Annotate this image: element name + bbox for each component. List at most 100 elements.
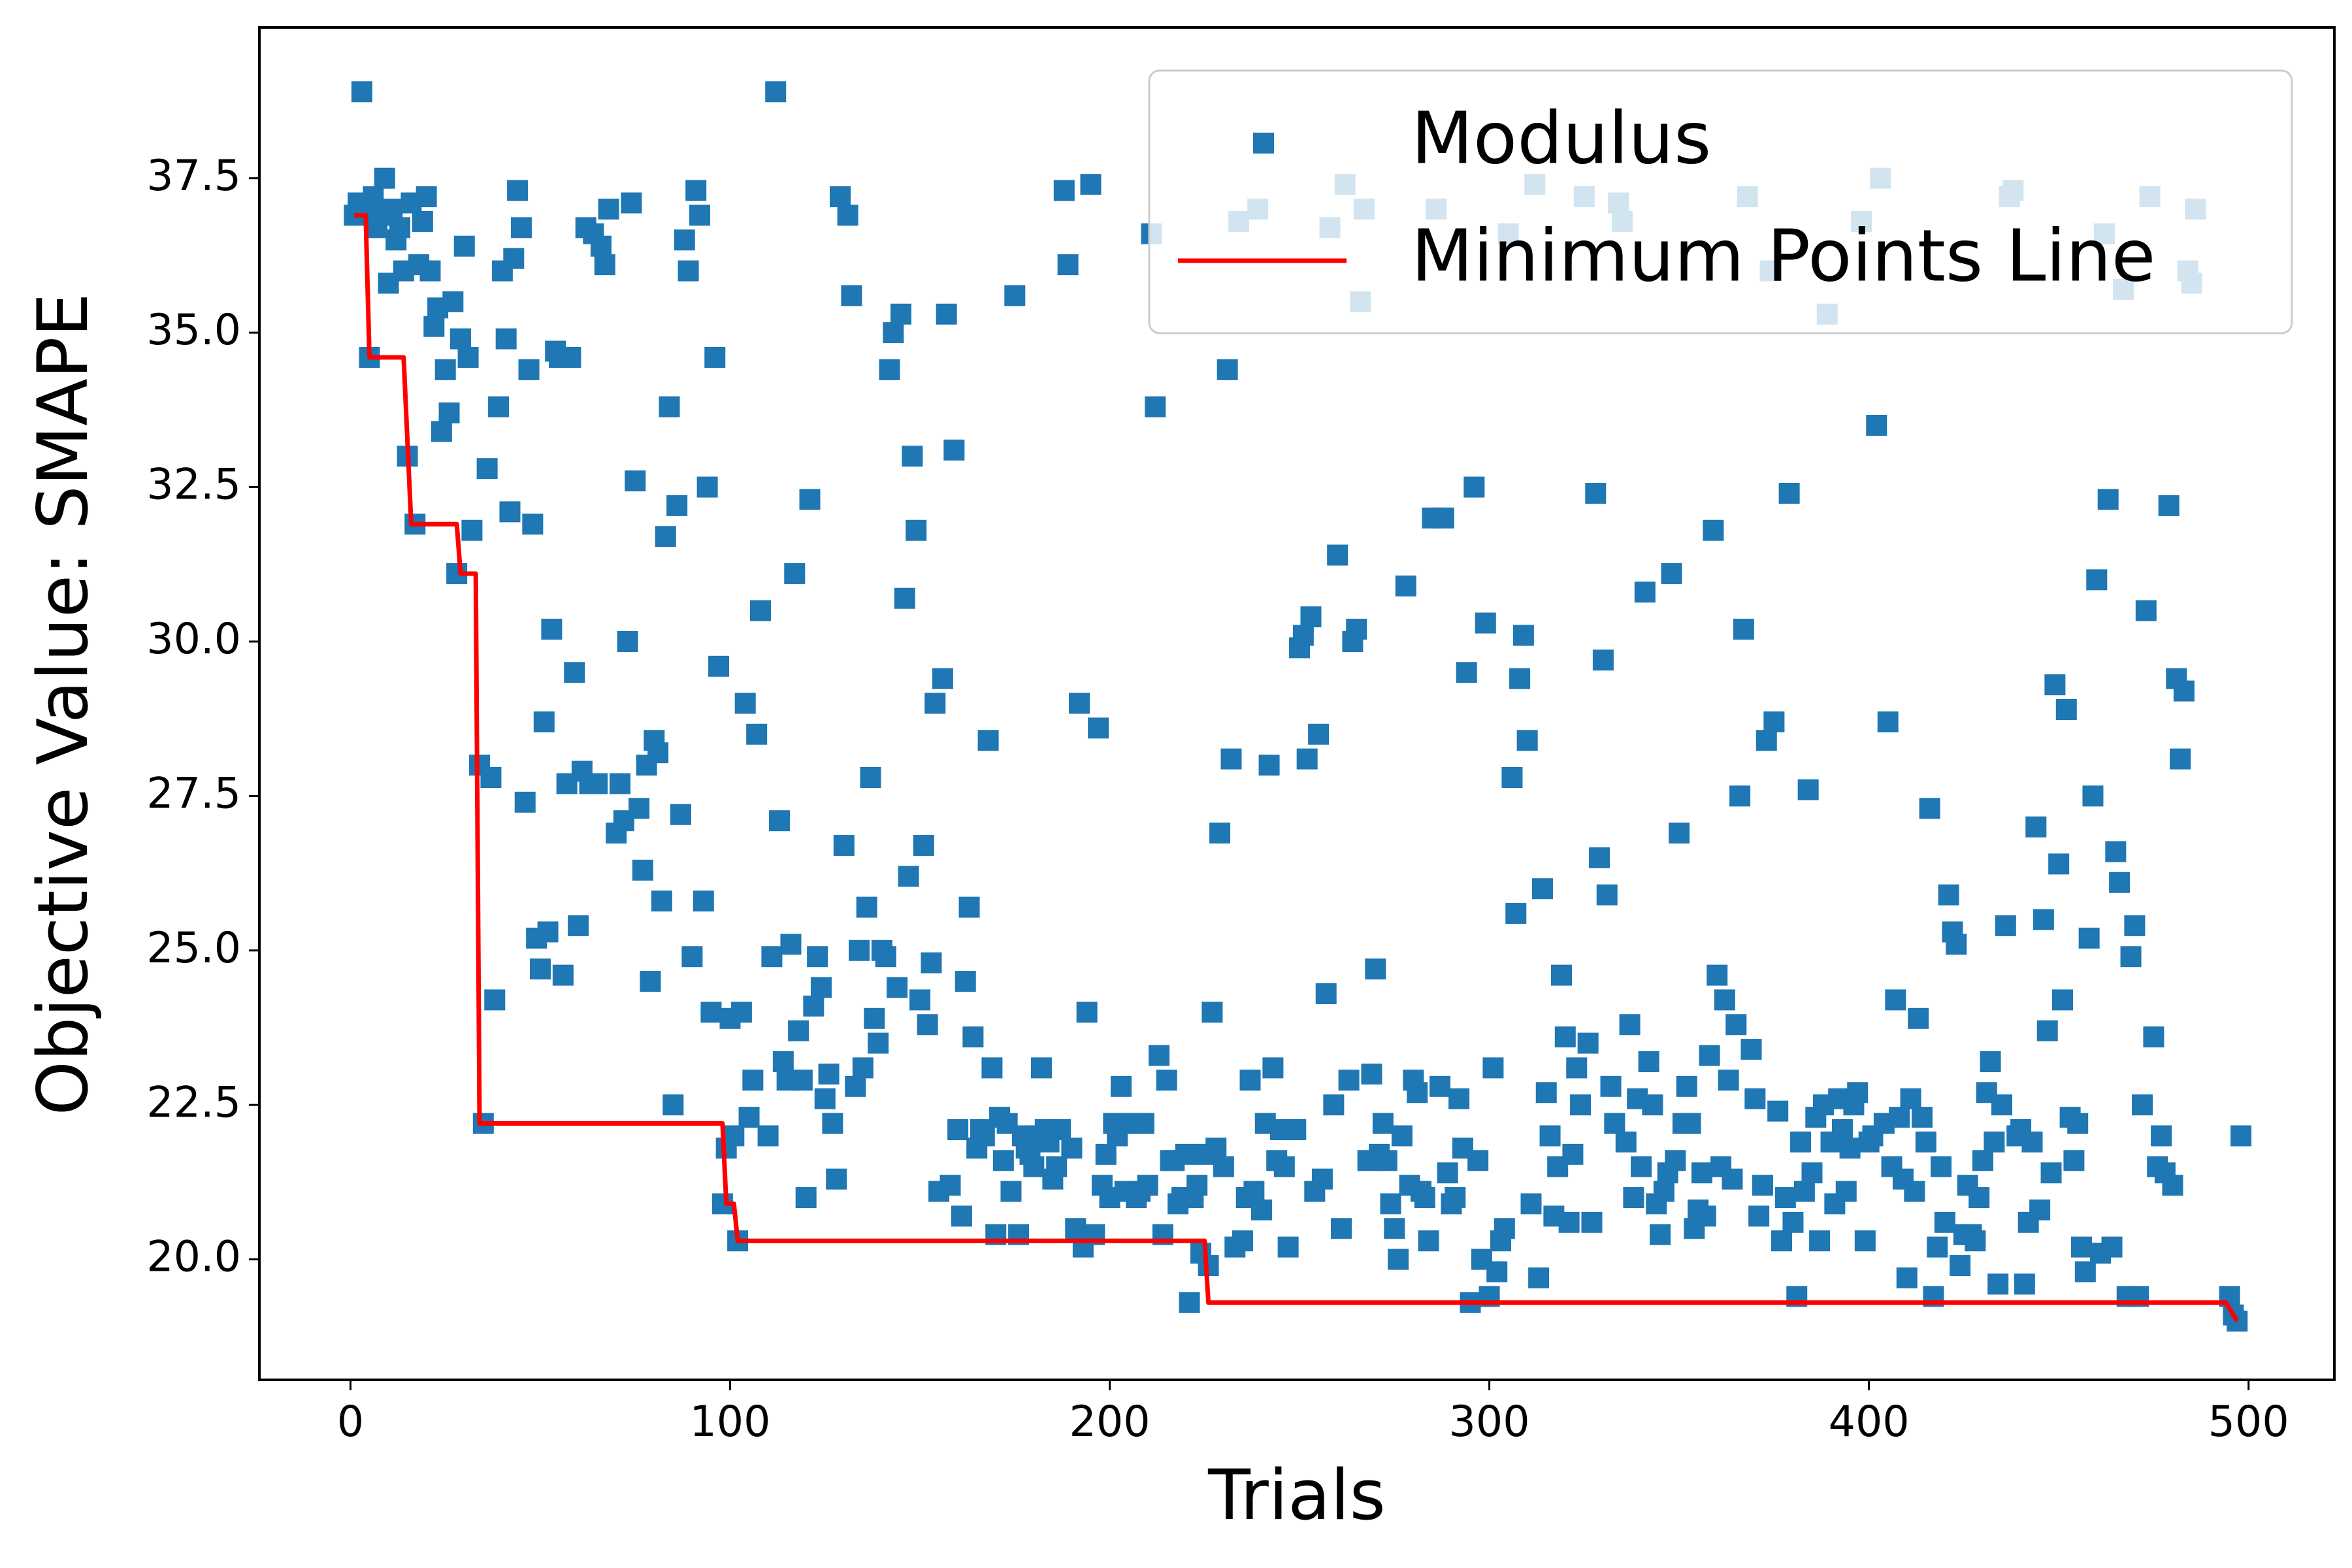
point <box>590 235 612 257</box>
y-tick-label: 32.5 <box>146 461 241 510</box>
point <box>1623 1187 1644 1209</box>
point <box>1634 581 1656 603</box>
point <box>1053 180 1075 201</box>
point <box>1217 359 1238 380</box>
point <box>1030 1057 1052 1079</box>
point <box>1725 1014 1747 1036</box>
point <box>617 630 638 652</box>
point <box>1801 1162 1823 1184</box>
point <box>1095 1143 1117 1165</box>
point <box>723 1125 745 1147</box>
point <box>757 1125 779 1147</box>
point <box>1968 1187 1990 1209</box>
point <box>852 1057 874 1079</box>
point <box>1722 1168 1743 1190</box>
point <box>1809 1230 1831 1252</box>
point <box>1991 1094 2013 1116</box>
point <box>1950 1255 1971 1277</box>
point <box>1323 1094 1345 1116</box>
point <box>499 501 521 523</box>
point <box>1714 989 1735 1011</box>
point <box>1665 1150 1686 1171</box>
point <box>1718 1070 1739 1091</box>
point <box>1691 1162 1712 1184</box>
point <box>2230 1125 2252 1147</box>
point <box>1558 1211 1580 1233</box>
point <box>1831 1119 1853 1141</box>
point <box>1763 711 1785 732</box>
point <box>1372 1113 1394 1134</box>
y-axis-label: Objective Value: SMAPE <box>23 293 103 1116</box>
point <box>1300 606 1322 628</box>
point <box>1050 1119 1071 1141</box>
point <box>2124 915 2146 936</box>
point <box>1790 1131 1812 1152</box>
point <box>1232 1230 1253 1252</box>
point <box>1774 1187 1796 1209</box>
point <box>1145 396 1166 417</box>
point <box>769 810 791 832</box>
point <box>2071 1236 2093 1258</box>
x-tick-label: 0 <box>337 1397 364 1446</box>
point <box>1919 798 1940 819</box>
point <box>2025 816 2047 838</box>
point <box>791 1070 813 1091</box>
point <box>423 316 445 337</box>
point <box>351 81 372 103</box>
point <box>2055 698 2077 720</box>
y-tick-label: 20.0 <box>146 1233 241 1282</box>
point <box>541 619 563 640</box>
point <box>507 180 529 201</box>
point <box>2063 1150 2085 1171</box>
point <box>992 1150 1014 1171</box>
point <box>856 896 877 918</box>
x-tick-label: 500 <box>2208 1397 2289 1446</box>
point <box>1467 1150 1489 1171</box>
point <box>2170 748 2191 770</box>
point <box>1767 1100 1789 1122</box>
point <box>560 346 581 368</box>
point <box>416 186 437 208</box>
point <box>932 668 953 689</box>
point <box>1205 1137 1227 1159</box>
point <box>1854 1230 1876 1252</box>
point <box>625 470 646 492</box>
point <box>1566 1057 1588 1079</box>
point <box>1156 1070 1177 1091</box>
point <box>1554 1026 1576 1048</box>
legend-label: Modulus <box>1411 96 1711 180</box>
point <box>1707 964 1728 986</box>
point <box>666 495 688 516</box>
point <box>2086 569 2108 591</box>
x-tick-label: 200 <box>1070 1397 1151 1446</box>
point <box>1365 958 1386 980</box>
point <box>788 1020 809 1041</box>
y-tick-label: 25.0 <box>146 924 241 973</box>
point <box>1179 1292 1200 1313</box>
point <box>1619 1014 1641 1036</box>
point <box>803 995 825 1017</box>
point <box>1778 483 1800 504</box>
point <box>609 773 630 794</box>
point <box>1433 507 1454 529</box>
point <box>2067 1113 2089 1134</box>
point <box>973 1125 995 1147</box>
point <box>906 519 927 541</box>
point <box>742 1070 764 1091</box>
x-tick-label: 100 <box>689 1397 770 1446</box>
point <box>480 767 502 789</box>
point <box>2151 1125 2172 1147</box>
point <box>674 229 695 251</box>
point <box>1889 1107 1910 1128</box>
point <box>1980 1051 2001 1072</box>
point <box>1250 1199 1272 1220</box>
point <box>1539 1125 1561 1147</box>
point <box>1650 1224 1671 1245</box>
point <box>2040 1162 2062 1184</box>
point <box>1740 1039 1762 1060</box>
point <box>875 946 896 968</box>
point <box>518 359 540 380</box>
point <box>890 303 911 325</box>
point <box>784 563 806 584</box>
point <box>977 730 999 751</box>
